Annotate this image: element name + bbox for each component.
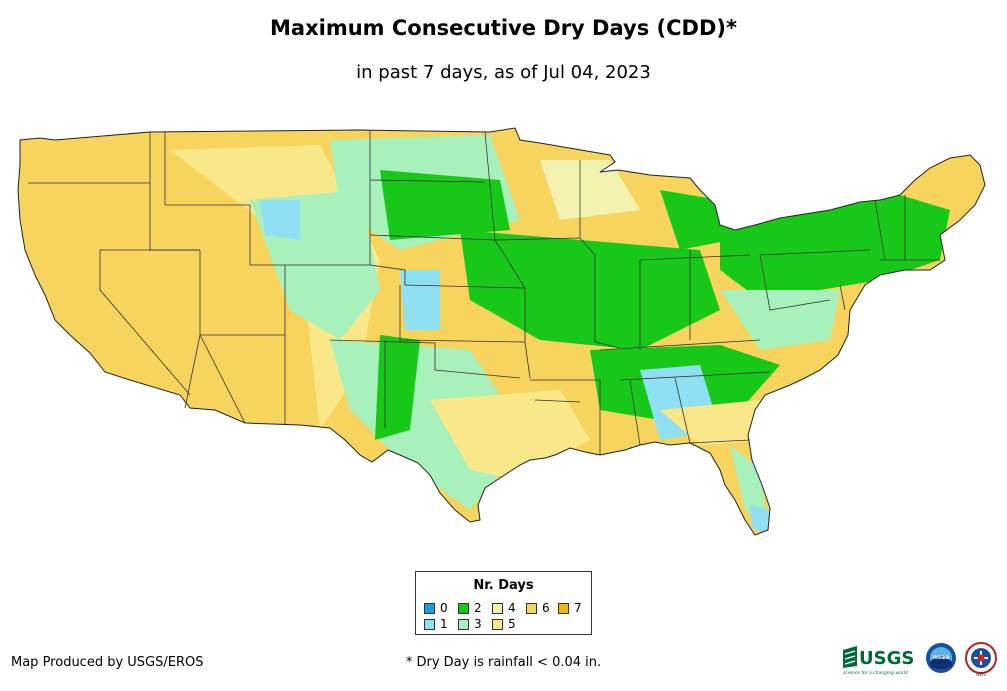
agency-logos: USGS science for a changing world noaa N… xyxy=(843,642,997,677)
legend-swatch-6 xyxy=(526,602,537,614)
legend-item-5: 5 xyxy=(492,617,516,631)
noaa-wordmark: noaa xyxy=(933,654,950,661)
legend-label-6: 6 xyxy=(542,601,550,615)
legend-item-0: 0 xyxy=(424,601,448,615)
legend-swatch-5 xyxy=(492,618,503,630)
dry-day-note: * Dry Day is rainfall < 0.04 in. xyxy=(405,655,602,670)
us-cdd-map xyxy=(17,127,986,536)
legend-swatch-4 xyxy=(492,602,503,614)
legend-swatch-0 xyxy=(424,602,435,614)
legend-item-1: 1 xyxy=(424,617,448,631)
legend-label-0: 0 xyxy=(440,601,448,615)
usgs-tagline: science for a changing world xyxy=(843,670,908,676)
legend-item-4: 4 xyxy=(492,601,516,615)
legend-label-7: 7 xyxy=(574,601,582,615)
legend-swatch-3 xyxy=(458,618,469,630)
noaa-logo: noaa xyxy=(926,643,956,673)
legend-swatch-7 xyxy=(558,602,569,614)
cdd-fill-layer xyxy=(18,128,985,535)
nws-logo: NWS xyxy=(965,642,997,677)
legend-item-3: 3 xyxy=(458,617,482,631)
legend-label-3: 3 xyxy=(474,617,482,631)
legend-label-1: 1 xyxy=(440,617,448,631)
legend: Nr. Days 0 1 2 3 4 5 6 7 xyxy=(415,571,592,635)
usgs-logo: USGS science for a changing world xyxy=(843,646,914,676)
legend-label-4: 4 xyxy=(508,601,516,615)
legend-label-5: 5 xyxy=(508,617,516,631)
map-subtitle: in past 7 days, as of Jul 04, 2023 xyxy=(356,62,651,83)
legend-swatch-2 xyxy=(458,602,469,614)
legend-item-2: 2 xyxy=(458,601,482,615)
legend-title: Nr. Days xyxy=(473,578,534,593)
legend-item-7: 7 xyxy=(558,601,582,615)
state-borders xyxy=(28,130,940,455)
map-credit: Map Produced by USGS/EROS xyxy=(11,655,204,670)
nws-wordmark: NWS xyxy=(976,672,986,677)
usgs-wordmark: USGS xyxy=(859,648,914,669)
legend-label-2: 2 xyxy=(474,601,482,615)
legend-swatch-1 xyxy=(424,618,435,630)
legend-item-6: 6 xyxy=(526,601,550,615)
map-title: Maximum Consecutive Dry Days (CDD)* xyxy=(270,16,737,40)
